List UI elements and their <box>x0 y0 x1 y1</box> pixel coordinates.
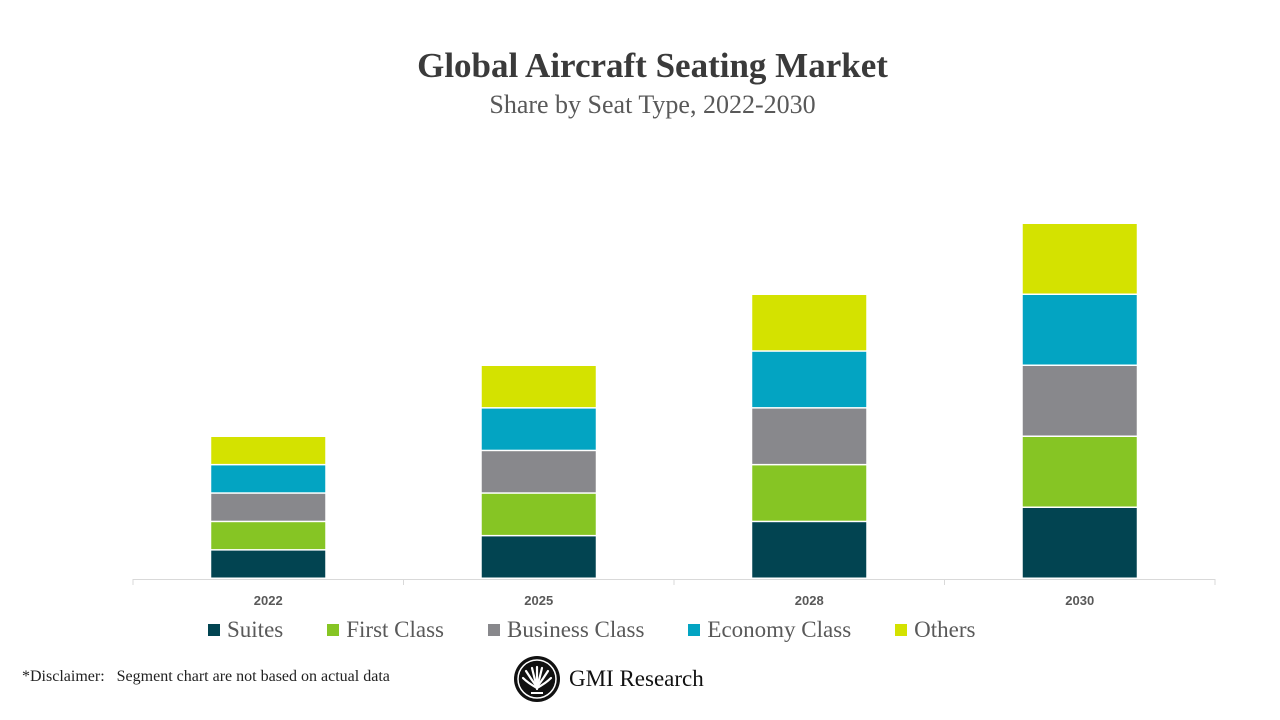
bar-segment-2028-others <box>752 295 867 351</box>
bar-segment-2022-suites <box>211 550 326 578</box>
legend-label: Economy Class <box>707 617 852 642</box>
bar-segment-2030-business-class <box>1022 366 1137 436</box>
legend-swatch <box>327 624 340 636</box>
bar-segment-2030-others <box>1022 224 1137 294</box>
x-tick-label: 2025 <box>524 593 553 608</box>
legend-swatch <box>895 624 908 636</box>
bar-segment-2025-first-class <box>481 493 596 535</box>
bar-segment-2022-business-class <box>211 493 326 521</box>
legend-item: First Class <box>327 617 444 643</box>
bar-segment-2025-business-class <box>481 451 596 493</box>
bar-segment-2028-first-class <box>752 465 867 521</box>
legend-item: Economy Class <box>688 617 851 643</box>
x-tick-label: 2028 <box>795 593 824 608</box>
bar-segment-2025-others <box>481 366 596 408</box>
x-tick-label: 2022 <box>254 593 283 608</box>
brand-logo: GMI Research <box>513 655 704 703</box>
legend-label: First Class <box>346 617 445 642</box>
bar-segment-2025-economy-class <box>481 408 596 450</box>
brand-name: GMI Research <box>569 666 704 691</box>
disclaimer: *Disclaimer: Segment chart are not based… <box>22 668 390 685</box>
legend-swatch <box>688 624 701 636</box>
legend-label: Suites <box>227 617 284 642</box>
gmi-logo-icon <box>514 656 560 702</box>
chart-title: Global Aircraft Seating Market <box>417 46 888 85</box>
bar-segment-2028-business-class <box>752 408 867 464</box>
legend-item: Business Class <box>488 617 644 643</box>
x-tick-label: 2030 <box>1065 593 1094 608</box>
legend: Suites First Class Business Class Economy C… <box>208 617 1019 643</box>
bar-segment-2022-others <box>211 437 326 464</box>
legend-swatch <box>488 624 501 636</box>
bar-segment-2028-suites <box>752 522 867 578</box>
legend-swatch <box>208 624 220 636</box>
bar-segment-2022-economy-class <box>211 465 326 493</box>
legend-label: Business Class <box>507 617 645 642</box>
bar-segment-2030-suites <box>1022 508 1137 578</box>
bar-segment-2022-first-class <box>211 522 326 550</box>
bar-segment-2030-first-class <box>1022 437 1137 507</box>
legend-item: Suites <box>208 617 283 643</box>
bar-segment-2025-suites <box>481 536 596 578</box>
legend-label: Others <box>914 617 976 642</box>
legend-item: Others <box>895 617 975 643</box>
bar-segment-2030-economy-class <box>1022 295 1137 365</box>
bar-segment-2028-economy-class <box>752 351 867 408</box>
chart-subtitle: Share by Seat Type, 2022-2030 <box>489 90 816 119</box>
